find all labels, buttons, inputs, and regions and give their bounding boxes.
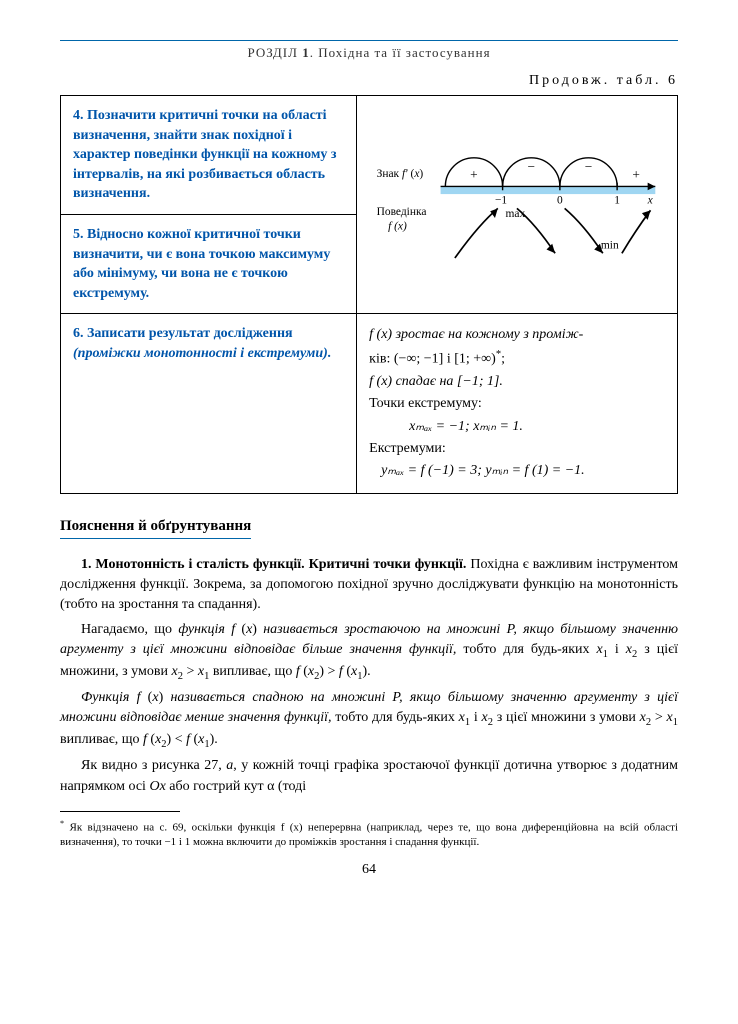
axis-highlight <box>441 186 656 194</box>
tick-label-2: 0 <box>557 195 563 207</box>
result-line1b: ків: (−∞; −1] і [1; +∞) <box>369 351 496 366</box>
result-line5: Екстремуми: <box>369 441 446 456</box>
result-line4: xₘₐₓ = −1; xₘᵢₙ = 1. <box>369 416 523 438</box>
header-section-title: . Похідна та її застосування <box>310 45 491 60</box>
sign-1: + <box>470 167 478 182</box>
arrow-down-2 <box>565 208 603 253</box>
sign-4: + <box>633 167 641 182</box>
section-heading: Пояснення й обґрунтування <box>60 518 251 539</box>
result-line1c: ; <box>501 351 505 366</box>
step-num: 5. <box>73 227 84 242</box>
tick-label-1: −1 <box>495 195 507 207</box>
sign-label: Знак f′ (x) <box>377 168 424 180</box>
footnote: * Як відзначено на с. 69, оскільки функц… <box>60 818 678 850</box>
step-num: 4. <box>73 108 84 123</box>
header-section-num: 1 <box>302 45 310 60</box>
step-text: Позначити критичні точки на області визн… <box>73 108 337 201</box>
paragraph-1: 1. Монотонність і сталість функції. Крит… <box>60 555 678 616</box>
footnote-text: Як відзначено на с. 69, оскільки функція… <box>60 822 678 849</box>
min-label: min <box>601 239 619 251</box>
diagram-cell: Знак f′ (x) Поведінка f (x) −1 0 1 <box>357 96 678 314</box>
body-text: 1. Монотонність і сталість функції. Крит… <box>60 555 678 797</box>
paragraph-2: Нагадаємо, що функція f (x) називається … <box>60 620 678 684</box>
step-4-cell: 4. Позначити критичні точки на області в… <box>61 96 357 215</box>
paragraph-4: Як видно з рисунка 27, а, у кожній точці… <box>60 756 678 797</box>
main-table: 4. Позначити критичні точки на області в… <box>60 95 678 494</box>
header-section-word: РОЗДІЛ <box>247 45 298 60</box>
page-header: РОЗДІЛ 1. Похідна та її застосування <box>60 45 678 61</box>
tick-label-3: 1 <box>614 195 620 207</box>
table-row: 4. Позначити критичні точки на області в… <box>61 96 678 215</box>
step-num: 6. <box>73 326 84 341</box>
behavior-label-2: f (x) <box>388 220 407 232</box>
arrow-up-2-head <box>642 210 651 220</box>
x-axis-label: x <box>647 195 653 207</box>
step-text-rest: (проміжки монотонності і екстремуми). <box>73 346 331 361</box>
paragraph-3: Функція f (x) називається спадною на мно… <box>60 688 678 752</box>
sign-diagram: Знак f′ (x) Поведінка f (x) −1 0 1 <box>369 106 665 286</box>
result-cell: f (x) зростає на кожному з проміж- ків: … <box>357 314 678 493</box>
header-rule <box>60 40 678 41</box>
step-text: Відносно кожної критичної точки визначит… <box>73 227 330 301</box>
step-6-cell: 6. Записати результат дослідження (промі… <box>61 314 357 493</box>
footnote-marker: * <box>60 819 64 828</box>
step-5-cell: 5. Відносно кожної критичної точки визна… <box>61 214 357 313</box>
arrow-down-1-head <box>547 244 556 254</box>
sign-2: − <box>528 159 536 174</box>
result-line1a: f (x) зростає на кожному з проміж- <box>369 327 583 342</box>
result-line2: f (x) спадає на [−1; 1]. <box>369 374 503 389</box>
page-number: 64 <box>60 862 678 878</box>
footnote-separator <box>60 811 180 812</box>
sign-3: − <box>585 159 593 174</box>
table-row: 6. Записати результат дослідження (промі… <box>61 314 678 493</box>
step-text-prefix: Записати результат дослідження <box>87 326 293 341</box>
behavior-label-1: Поведінка <box>377 206 427 218</box>
result-line3: Точки екстремуму: <box>369 396 482 411</box>
arrow-up-1 <box>455 208 498 258</box>
result-line6: yₘₐₓ = f (−1) = 3; yₘᵢₙ = f (1) = −1. <box>369 460 585 482</box>
para1-lead: 1. Монотонність і сталість функції. Крит… <box>81 557 466 572</box>
table-caption: Продовж. табл. 6 <box>60 73 678 89</box>
